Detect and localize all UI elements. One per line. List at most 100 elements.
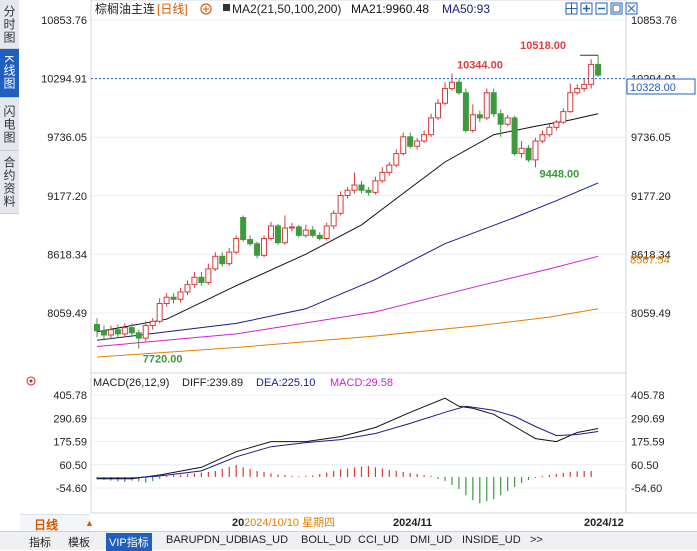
candle-body xyxy=(156,303,163,322)
price-tick-left: 10294.91 xyxy=(41,74,87,86)
annotation-low: 7720.00 xyxy=(143,354,183,366)
moving-average-lines xyxy=(96,113,599,358)
price-tick-left: 8618.34 xyxy=(47,249,87,261)
close-icon[interactable] xyxy=(625,2,638,15)
caret-up-icon: ▲ xyxy=(85,518,94,528)
price-tick-right: 9177.20 xyxy=(631,191,671,203)
candle-body xyxy=(114,329,121,335)
annotation-high: 10518.00 xyxy=(520,40,566,52)
tab-inside[interactable]: INSIDE_UD xyxy=(462,534,521,546)
candle-body xyxy=(588,63,595,85)
grid-icon[interactable] xyxy=(565,2,578,15)
candle-body xyxy=(379,171,386,182)
macd-tick-right: 290.69 xyxy=(631,413,665,425)
macd-tick-left: 175.59 xyxy=(53,437,87,449)
candle-body xyxy=(407,136,414,147)
candle-body xyxy=(163,296,170,305)
candle-body xyxy=(107,329,114,336)
zoom-out-icon[interactable] xyxy=(595,2,608,15)
candle-body xyxy=(448,81,455,90)
candle-body xyxy=(233,237,240,253)
side-tab-timeshare[interactable]: 分时图 xyxy=(0,0,19,49)
candle-body xyxy=(560,111,567,123)
macd-chart-frame xyxy=(90,372,627,514)
macd-tick-left: 405.78 xyxy=(53,390,87,402)
candle-body xyxy=(212,255,219,270)
candle-body xyxy=(344,189,351,197)
side-tab-kline[interactable]: K线图 xyxy=(0,49,19,98)
candle-body xyxy=(497,113,504,125)
annotation-local-high: 10344.00 xyxy=(457,59,503,71)
price-tick-right: 9736.05 xyxy=(631,132,671,144)
candle-body xyxy=(142,325,149,339)
candle-body xyxy=(455,81,462,94)
candle-body xyxy=(442,88,448,104)
candle-body xyxy=(337,195,344,214)
tab-templates[interactable]: 模板 xyxy=(68,537,90,549)
candle-body xyxy=(288,226,295,229)
tab-bias[interactable]: BIAS_UD xyxy=(241,534,289,546)
price-tick-left: 9177.20 xyxy=(47,191,87,203)
macd-histogram xyxy=(96,464,592,504)
current-price-tag: 10328.00 xyxy=(630,82,676,94)
zoom-in-icon[interactable] xyxy=(580,2,593,15)
ma-line-ma50 xyxy=(96,182,599,341)
tab-more[interactable]: >> xyxy=(530,534,543,546)
macd-tick-right: 60.50 xyxy=(631,460,659,472)
macd-panel-icon[interactable] xyxy=(26,376,36,386)
macd-value: MACD:29.58 xyxy=(330,377,393,389)
candle-body xyxy=(428,117,435,136)
candle-body xyxy=(400,136,407,155)
side-tab-contract-info[interactable]: 合约资料 xyxy=(0,151,19,214)
candle-body xyxy=(94,323,100,332)
restore-icon[interactable] xyxy=(610,2,623,15)
candle-body xyxy=(421,134,428,142)
candle-body xyxy=(351,184,358,191)
macd-dea-line xyxy=(97,405,599,479)
tab-indicators[interactable]: 指标 xyxy=(29,537,51,549)
period-selector[interactable]: 日线 ▲ xyxy=(20,514,94,532)
candle-body xyxy=(135,332,142,339)
candle-body xyxy=(358,184,365,191)
candle-body xyxy=(525,147,532,161)
macd-lines xyxy=(97,397,599,480)
macd-dea: DEA:225.10 xyxy=(256,377,315,389)
candle-body xyxy=(532,140,539,161)
ma-price-tag: 8567.54 xyxy=(630,255,670,267)
tab-barupdn[interactable]: BARUPDN_UD xyxy=(166,534,242,546)
macd-tick-left: 60.50 xyxy=(59,460,87,472)
candle-body xyxy=(365,189,372,193)
tab-dmi[interactable]: DMI_UD xyxy=(410,534,453,546)
candle-body xyxy=(469,114,476,131)
ma-color-swatch xyxy=(223,4,230,11)
settings-icon[interactable] xyxy=(200,3,212,15)
ma50-label: MA50:93 xyxy=(442,2,490,16)
tab-cci[interactable]: CCI_UD xyxy=(358,534,399,546)
candle-body xyxy=(372,180,379,193)
candle-body xyxy=(490,92,497,115)
ma2-label: MA2(21,50,100,200) xyxy=(232,2,341,16)
candle-body xyxy=(184,284,191,293)
candle-body xyxy=(595,63,602,76)
candle-body xyxy=(539,134,546,142)
ma-line-ma21 xyxy=(96,113,599,333)
candle-body xyxy=(198,276,205,284)
tab-vip-indicators[interactable]: VIP指标 xyxy=(106,533,152,551)
period-selector-label: 日线 xyxy=(34,518,59,532)
side-tab-flash[interactable]: 闪电图 xyxy=(0,98,19,151)
candle-body xyxy=(205,268,212,284)
ma-line-ma100 xyxy=(96,255,599,347)
candle-body xyxy=(254,243,261,256)
x-label-dec: 2024/12 xyxy=(584,517,624,529)
candle-body xyxy=(386,164,393,173)
candle-body xyxy=(100,330,107,336)
candle-body xyxy=(504,117,511,125)
tab-boll[interactable]: BOLL_UD xyxy=(301,534,352,546)
candlestick-series xyxy=(94,55,602,349)
candle-body xyxy=(170,296,177,300)
candle-body xyxy=(476,114,483,119)
macd-tick-right: -54.60 xyxy=(631,483,662,495)
candle-body xyxy=(295,226,302,236)
price-tick-left: 8059.49 xyxy=(47,308,87,320)
